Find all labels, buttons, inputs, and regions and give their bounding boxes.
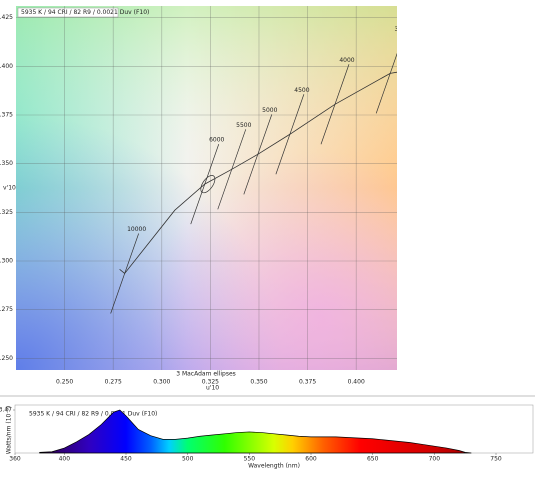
x-tick-label: 360 (9, 456, 21, 463)
x-tick-label: 450 (120, 456, 132, 463)
annotation: 3 MacAdam ellipses (176, 371, 236, 378)
isotherm-label: 3500 (395, 26, 410, 33)
y-tick-label: 0.400 (0, 63, 13, 70)
title-box (17, 7, 119, 18)
isotherm-label: 4000 (339, 57, 354, 64)
y-tick-label: 0.250 (0, 355, 13, 362)
isotherm (243, 114, 273, 195)
x-tick-label: 500 (182, 456, 194, 463)
x-axis-label: Wavelength (nm) (248, 463, 300, 470)
isotherm (217, 129, 247, 210)
x-tick-label: 0.400 (348, 379, 365, 386)
x-tick-label: 0.350 (250, 379, 267, 386)
chart-title: 5935 K / 94 CRI / 82 R9 / 0.0021 Duv (F1… (29, 411, 157, 418)
isotherm (275, 94, 305, 175)
x-tick-label: 550 (244, 456, 256, 463)
x-tick-label: 0.275 (105, 379, 122, 386)
planckian-locus (119, 71, 397, 275)
x-tick-label: 400 (59, 456, 71, 463)
isotherm (110, 233, 139, 314)
macadam-ellipse (200, 175, 216, 194)
x-tick-label: 0.325 (202, 379, 219, 386)
plot-area: 10000 6000 5500 5000 4500 4000 3500 (110, 26, 410, 314)
x-axis-label: u'10 (206, 385, 219, 392)
x-tick-label: 650 (367, 456, 379, 463)
plot-background (16, 6, 397, 370)
isotherm (375, 52, 397, 114)
y-tick-label: 0.300 (0, 257, 13, 264)
x-tick-label: 750 (490, 456, 502, 463)
y-tick-label: 0.425 (0, 14, 13, 21)
x-tick-label: 700 (429, 456, 441, 463)
x-tick-label: 0.375 (299, 379, 316, 386)
y-tick-label: 0.350 (0, 160, 13, 167)
chart-title: 5935 K / 94 CRI / 82 R9 / 0.0021 Duv (F1… (21, 9, 149, 16)
x-tick-label: 0.300 (153, 379, 170, 386)
isotherm (320, 64, 350, 145)
x-tick-label: 600 (305, 456, 317, 463)
y-tick-label: 0.325 (0, 209, 13, 216)
x-tick-label: 0.250 (56, 379, 73, 386)
y-tick-label: 3.47 (0, 407, 12, 414)
y-tick-label: 0.275 (0, 306, 13, 313)
isotherm-label: 6000 (209, 137, 224, 144)
isotherm (190, 143, 220, 225)
spectrum-area (39, 409, 472, 454)
isotherm-label: 4500 (294, 87, 309, 94)
spectrum-panel: 5935 K / 94 CRI / 82 R9 / 0.0021 Duv (F1… (0, 404, 534, 470)
isotherm-label: 10000 (127, 226, 146, 233)
y-axis-label: v'10 (3, 185, 16, 192)
chromaticity-panel: 5935 K / 94 CRI / 82 R9 / 0.0021 Duv (F1… (0, 6, 410, 392)
y-axis-label: Watts/nm (10⁻³) (6, 406, 13, 455)
y-tick-label: 0.375 (0, 112, 13, 119)
isotherm-label: 5000 (262, 107, 277, 114)
isotherm-label: 5500 (236, 122, 251, 129)
